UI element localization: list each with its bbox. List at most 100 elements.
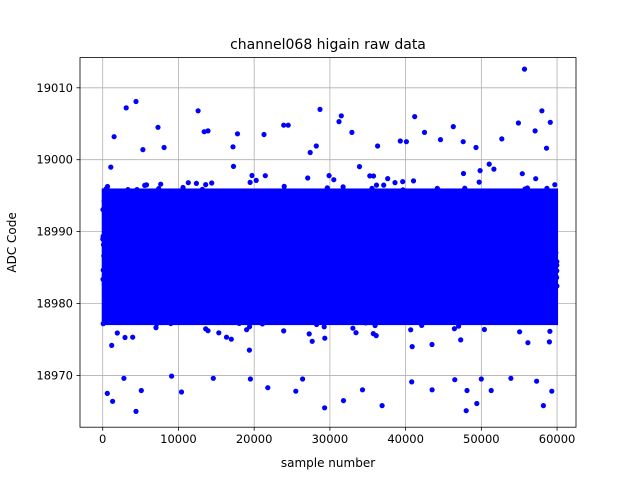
data-point — [340, 265, 346, 271]
data-point — [388, 305, 394, 311]
data-point — [447, 232, 453, 238]
data-point — [470, 234, 476, 240]
data-point — [251, 319, 257, 325]
data-point — [280, 229, 286, 235]
data-point — [462, 216, 468, 222]
outlier-point — [549, 388, 555, 394]
data-point — [354, 296, 360, 303]
data-point — [158, 203, 164, 209]
data-point — [356, 197, 362, 204]
data-point — [357, 232, 363, 238]
data-point — [391, 289, 397, 295]
data-point — [148, 261, 154, 267]
data-point — [491, 256, 497, 262]
data-point — [523, 247, 530, 253]
data-point — [415, 226, 421, 232]
data-point — [340, 184, 346, 190]
data-point — [179, 318, 185, 324]
data-point — [343, 281, 350, 287]
data-point — [209, 238, 215, 244]
data-point — [158, 209, 165, 215]
data-point — [128, 191, 134, 197]
data-point — [406, 277, 412, 283]
data-point — [370, 331, 376, 337]
y-tick-label: 18970 — [36, 368, 73, 382]
data-point — [463, 211, 469, 217]
data-point — [526, 201, 532, 207]
outlier-point — [452, 377, 458, 383]
outlier-point — [307, 149, 313, 156]
data-point — [259, 291, 265, 297]
data-point — [257, 274, 263, 280]
data-point — [336, 254, 343, 260]
data-point — [110, 276, 117, 282]
data-point — [154, 243, 160, 249]
data-point — [383, 256, 389, 262]
data-point — [275, 279, 282, 285]
data-point — [229, 315, 235, 321]
data-point — [387, 211, 393, 217]
data-point — [390, 226, 396, 232]
data-point — [442, 287, 448, 293]
data-point — [162, 308, 168, 314]
data-point — [295, 284, 301, 290]
chart-title: channel068 higain raw data — [230, 37, 426, 53]
data-point — [267, 258, 273, 264]
data-point — [123, 281, 130, 287]
data-point — [459, 268, 465, 274]
data-point — [427, 314, 433, 320]
data-point — [433, 257, 439, 263]
outlier-point — [474, 400, 480, 407]
data-point — [170, 302, 176, 308]
data-point — [302, 313, 308, 319]
data-point — [197, 221, 203, 227]
data-point — [434, 270, 440, 276]
data-point — [510, 307, 516, 313]
data-point — [196, 310, 202, 316]
data-point — [274, 253, 280, 260]
data-point — [302, 224, 308, 230]
data-point — [353, 330, 359, 336]
data-point — [402, 272, 408, 278]
data-point — [101, 198, 107, 204]
data-point — [188, 189, 194, 195]
data-point — [270, 279, 276, 285]
data-point — [345, 245, 351, 251]
outlier-point — [161, 144, 167, 151]
data-point — [487, 247, 493, 253]
data-point — [111, 294, 117, 300]
data-point — [472, 200, 478, 206]
data-point — [457, 199, 463, 205]
data-point — [502, 306, 508, 313]
outlier-point — [534, 378, 540, 384]
data-point — [240, 299, 246, 305]
data-point — [208, 277, 214, 283]
data-point — [359, 299, 365, 305]
outlier-point — [285, 122, 291, 128]
data-point — [354, 265, 360, 271]
data-point — [490, 296, 496, 302]
outlier-point — [322, 405, 328, 411]
data-point — [152, 288, 158, 294]
data-point — [282, 297, 288, 303]
data-point — [412, 254, 418, 260]
data-point — [507, 208, 513, 214]
data-point — [416, 201, 422, 207]
data-point — [404, 241, 410, 247]
data-point — [198, 316, 204, 322]
data-point — [168, 320, 174, 327]
data-point — [296, 223, 302, 229]
data-point — [357, 275, 363, 281]
data-point — [158, 215, 164, 221]
outlier-point — [205, 128, 211, 134]
data-point — [495, 235, 501, 241]
data-point — [253, 293, 259, 299]
outlier-point — [463, 408, 469, 414]
data-point — [515, 243, 521, 249]
data-point — [526, 297, 532, 303]
data-point — [327, 221, 333, 227]
data-point — [118, 207, 124, 213]
data-point — [364, 244, 371, 250]
data-point — [408, 229, 414, 235]
data-point — [400, 179, 406, 185]
